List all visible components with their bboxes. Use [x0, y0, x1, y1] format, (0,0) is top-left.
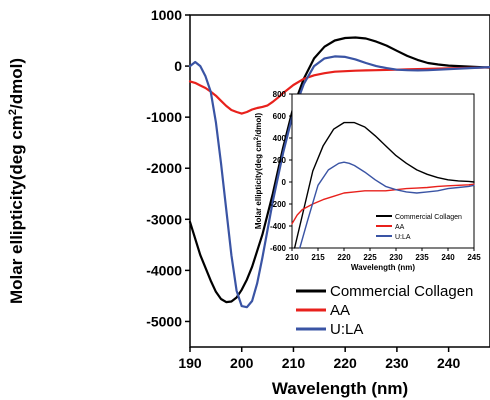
- main-x-tick-label-230: 230: [385, 355, 409, 371]
- main-x-tick-label-240: 240: [437, 355, 461, 371]
- main-y-tick-label-2000: -2000: [146, 160, 182, 176]
- inset-series-line-aa: [291, 183, 475, 225]
- inset-x-tick-label-235: 235: [415, 253, 429, 262]
- legend-label-u-la: U:LA: [330, 321, 363, 338]
- inset-y-axis-title-main: Molar ellipticity(deg cm: [254, 140, 263, 229]
- inset-x-tick-label-220: 220: [337, 253, 351, 262]
- inset-x-tick-label-240: 240: [441, 253, 455, 262]
- main-y-tick-label-0: 0: [174, 58, 182, 74]
- main-y-axis-title: Molar ellipticity(deg cm2/dmol): [7, 58, 26, 304]
- inset-y-tick-label-200: -200: [270, 200, 287, 209]
- main-y-tick-label-3000: -3000: [146, 211, 182, 227]
- inset-x-axis: 210 215 220 225 230 235 240 245: [285, 248, 481, 262]
- inset-series-line-u-la: [299, 161, 475, 249]
- inset-legend-label-aa: AA: [395, 224, 405, 231]
- main-x-tick-label-190: 190: [178, 355, 202, 371]
- main-y-tick-label-5000: -5000: [146, 313, 182, 329]
- inset-x-tick-label-215: 215: [311, 253, 325, 262]
- inset-x-axis-title: Wavelength (nm): [351, 263, 415, 272]
- inset-plot-frame: [291, 93, 475, 249]
- inset-background: [292, 94, 474, 248]
- legend-label-commercial-collagen: Commercial Collagen: [330, 283, 473, 300]
- main-y-axis-title-sup: 2: [7, 109, 19, 115]
- inset-x-tick-label-230: 230: [389, 253, 403, 262]
- inset-legend-label-u-la: U:LA: [395, 234, 411, 241]
- main-x-axis-title: Wavelength (nm): [272, 379, 408, 398]
- main-y-tick-label-4000: -4000: [146, 262, 182, 278]
- main-legend: Commercial Collagen AA U:LA: [296, 283, 473, 338]
- main-x-axis: 190 200 210 220 230 240: [178, 347, 461, 371]
- inset-series-group: [291, 121, 475, 249]
- inset-y-tick-label-600: 600: [273, 112, 287, 121]
- inset-x-tick-label-210: 210: [285, 253, 299, 262]
- inset-series-line-commercial-collagen: [293, 121, 475, 249]
- inset-x-tick-label-225: 225: [363, 253, 377, 262]
- inset-y-tick-label-800: 800: [273, 90, 287, 99]
- inset-y-axis-title: Molar ellipticity(deg cm2/dmol): [254, 113, 263, 230]
- main-y-tick-label-1000: 1000: [151, 7, 182, 23]
- inset-legend-label-commercial-collagen: Commercial Collagen: [395, 214, 462, 221]
- main-x-tick-label-210: 210: [282, 355, 306, 371]
- main-series-line-aa: [188, 66, 490, 115]
- inset-x-tick-label-245: 245: [467, 253, 481, 262]
- main-y-axis-title-main: Molar ellipticity(deg cm: [7, 115, 26, 304]
- main-x-tick-label-200: 200: [230, 355, 254, 371]
- inset-y-tick-label-600: -600: [270, 244, 287, 253]
- main-y-tick-label-1000: -1000: [146, 109, 182, 125]
- inset-y-tick-label-200: 200: [273, 156, 287, 165]
- inset-y-axis-title-tail: /dmol): [254, 113, 263, 137]
- inset-y-axis: 800 600 400 200 0 -200 -400 -600: [270, 90, 292, 253]
- main-plot-frame: [189, 14, 490, 348]
- inset-y-tick-label-400: -400: [270, 222, 287, 231]
- inset-y-tick-label-400: 400: [273, 134, 287, 143]
- main-y-axis: 1000 0 -1000 -2000 -3000 -4000 -5000: [146, 7, 190, 329]
- inset-legend: Commercial Collagen AA U:LA: [376, 214, 462, 241]
- main-y-axis-title-tail: /dmol): [7, 58, 26, 109]
- inset-y-axis-title-sup: 2: [254, 136, 260, 140]
- main-x-tick-label-220: 220: [333, 355, 357, 371]
- legend-label-aa: AA: [330, 302, 350, 319]
- inset-y-tick-label-0: 0: [282, 178, 287, 187]
- main-series-line-commercial-collagen: [188, 36, 490, 304]
